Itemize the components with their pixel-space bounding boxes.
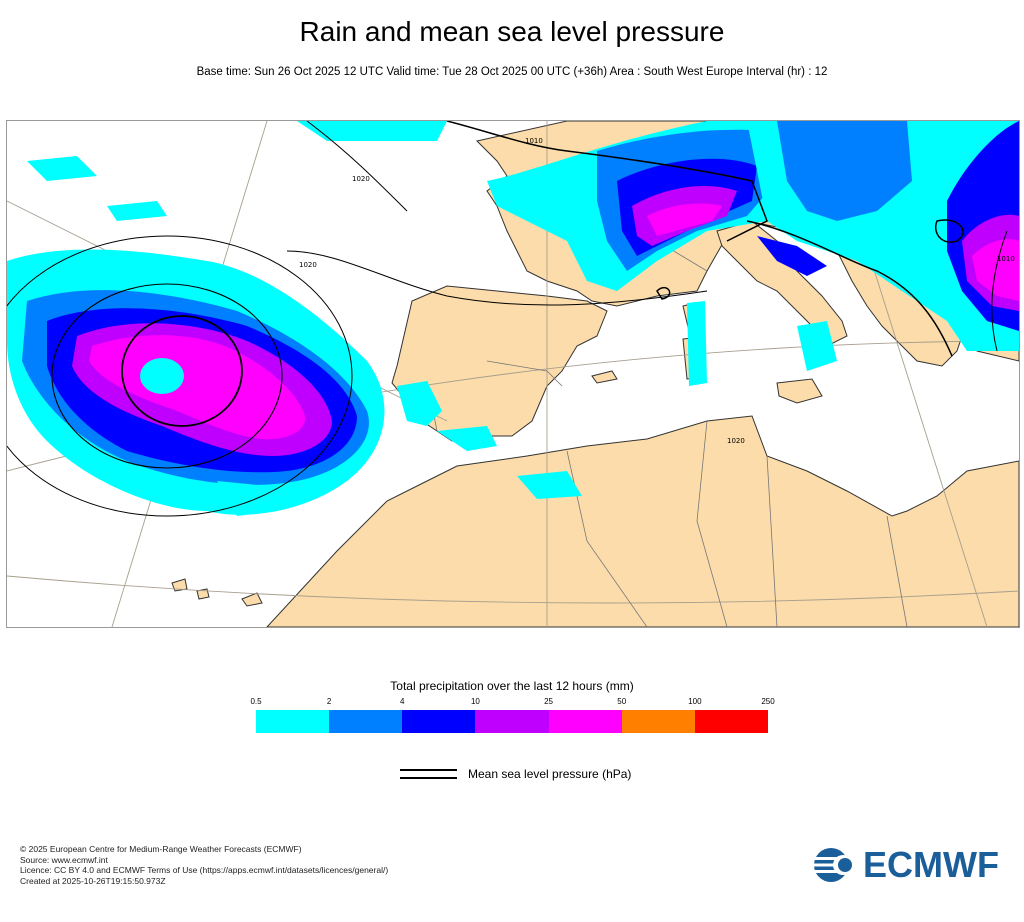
ecmwf-logo: ECMWF	[813, 844, 999, 885]
map-title: Rain and mean sea level pressure	[299, 16, 725, 47]
legend-swatch	[256, 710, 330, 733]
ecmwf-logo-icon	[813, 848, 859, 882]
map-canvas: 1010 1020 1020 1010 1020	[7, 121, 1019, 627]
precip-patches	[27, 121, 837, 516]
isobar-label: 1020	[727, 437, 745, 445]
land-sicily	[776, 378, 823, 404]
footer-source: Source: www.ecmwf.int	[20, 854, 108, 865]
legend-colorbar	[256, 710, 768, 733]
mslp-legend-label: Mean sea level pressure (hPa)	[468, 767, 632, 781]
legend-tick-label: 2	[326, 697, 332, 706]
legend-tick-label: 25	[544, 697, 554, 706]
ecmwf-logo-text: ECMWF	[863, 844, 999, 885]
legend-swatch	[329, 710, 403, 733]
legend-tick-label: 250	[761, 697, 775, 706]
legend-swatch	[475, 710, 549, 733]
land-canaries	[171, 578, 263, 607]
footer-created: Created at 2025-10-26T19:15:50.973Z	[20, 875, 166, 886]
isobar-label: 1010	[525, 137, 543, 145]
land-balearics	[591, 370, 618, 384]
isobars	[7, 121, 1008, 517]
legend-swatch	[548, 710, 622, 733]
mslp-legend-line	[400, 769, 457, 779]
legend-tick-label: 4	[400, 697, 405, 706]
isobar-labels: 1010 1020 1020 1010 1020	[299, 137, 1015, 445]
legend-swatch	[402, 710, 476, 733]
legend-tick-label: 100	[688, 697, 702, 706]
isobar-label: 1020	[299, 261, 317, 269]
map-subtitle: Base time: Sun 26 Oct 2025 12 UTC Valid …	[196, 66, 828, 78]
precip-atlantic-low	[7, 249, 385, 515]
legend-tick-label: 0.5	[250, 697, 262, 706]
legend-swatch	[694, 710, 768, 733]
legend-tick-label: 50	[617, 697, 627, 706]
legend-swatch	[621, 710, 695, 733]
isobar-label: 1020	[352, 175, 370, 183]
footer-licence: Licence: CC BY 4.0 and ECMWF Terms of Us…	[20, 865, 389, 875]
footer-copyright: © 2025 European Centre for Medium-Range …	[20, 844, 302, 854]
land-africa	[266, 415, 1019, 627]
legend-title: Total precipitation over the last 12 hou…	[390, 679, 634, 693]
weather-map: 1010 1020 1020 1010 1020	[6, 120, 1020, 628]
isobar-label: 1010	[997, 255, 1015, 263]
legend-tick-label: 10	[470, 697, 480, 706]
footer-credits: © 2025 European Centre for Medium-Range …	[20, 844, 388, 886]
precip-france	[487, 121, 797, 291]
